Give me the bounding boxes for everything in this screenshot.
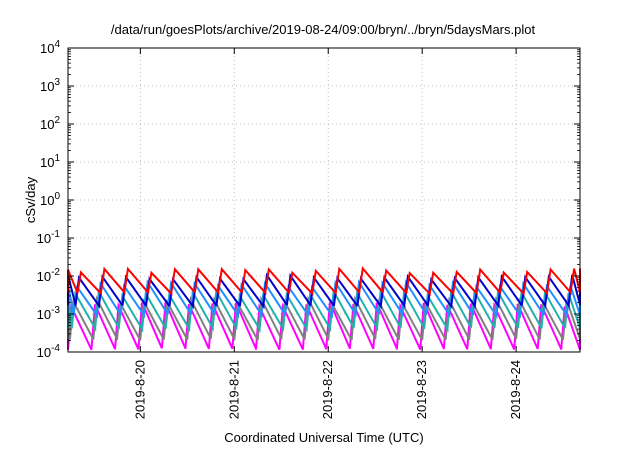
y-tick-exponent: -1 [51,229,60,240]
y-tick-base: 10 [37,345,51,360]
x-axis-label: Coordinated Universal Time (UTC) [224,430,423,445]
y-tick-exponent: 1 [54,153,60,164]
series-line [67,279,581,319]
x-tick-label: 2019-8-24 [508,360,523,419]
y-tick-exponent: 3 [54,77,60,88]
y-tick-exponent: 4 [54,39,60,50]
y-tick-exponent: -3 [51,305,60,316]
series-layer [67,266,581,351]
y-tick-label: 10-1 [37,229,61,246]
y-tick-base: 10 [37,269,51,284]
y-tick-label: 101 [40,153,60,170]
y-tick-exponent: 2 [54,115,60,126]
y-tick-exponent: -2 [51,267,60,278]
x-tick-label: 2019-8-20 [132,360,147,419]
y-tick-base: 10 [40,117,54,132]
y-tick-base: 10 [37,231,51,246]
series-line [67,287,581,333]
y-axis-label: cSv/day [23,176,38,223]
series-line [67,301,581,351]
y-tick-base: 10 [40,41,54,56]
x-tick-label: 2019-8-22 [320,360,335,419]
x-tick-label: 2019-8-23 [414,360,429,419]
series-line [67,295,581,341]
y-tick-base: 10 [40,79,54,94]
y-tick-exponent: -4 [51,343,60,354]
chart-title: /data/run/goesPlots/archive/2019-08-24/0… [111,22,536,37]
y-tick-label: 10-2 [37,267,61,284]
y-tick-base: 10 [40,193,54,208]
y-tick-label: 104 [40,39,60,56]
y-tick-label: 100 [40,191,60,208]
y-tick-label: 102 [40,115,60,132]
y-tick-label: 103 [40,77,60,94]
y-tick-base: 10 [37,307,51,322]
x-axis: 2019-8-20 2019-8-21 2019-8-22 2019-8-23 2019… [132,48,523,419]
series-line [67,272,581,310]
y-tick-label: 10-4 [37,343,61,360]
y-tick-base: 10 [40,155,54,170]
y-tick-exponent: 0 [54,191,60,202]
x-tick-label: 2019-8-21 [226,360,241,419]
grid [68,48,580,352]
y-tick-label: 10-3 [37,305,61,322]
series-line [67,266,581,297]
